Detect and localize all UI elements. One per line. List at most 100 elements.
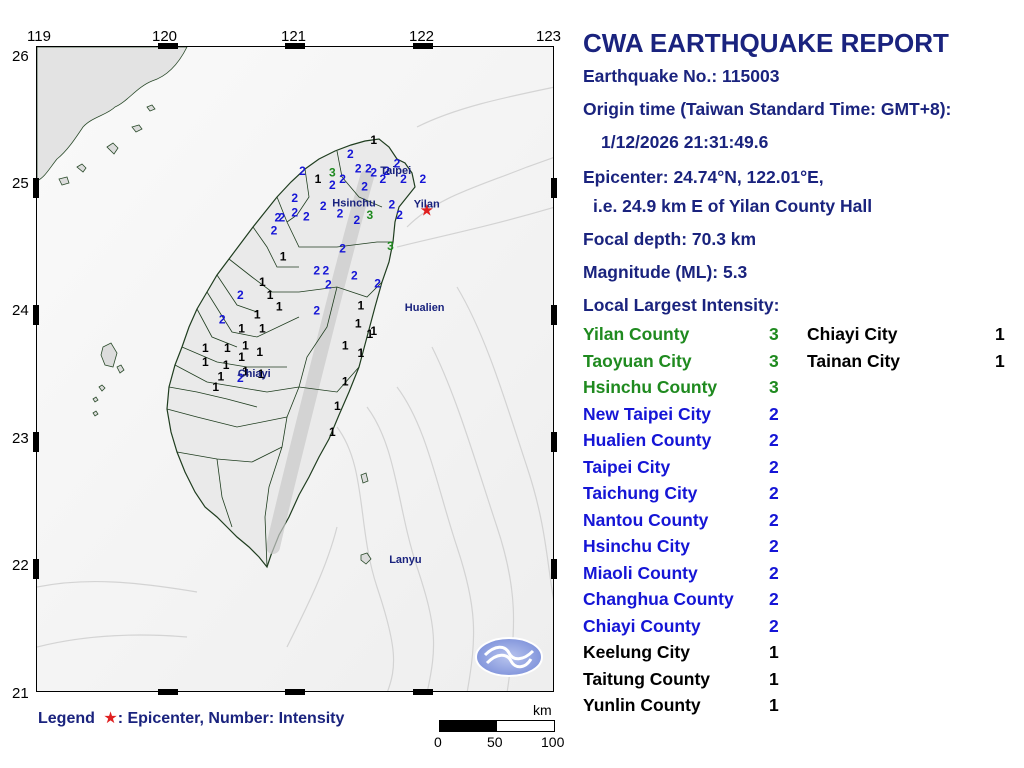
station-intensity-value: 2: [394, 156, 401, 170]
station-intensity-value: 1: [276, 300, 283, 314]
frame-tick-bottom-121: [285, 689, 305, 695]
intensity-region-name: Yunlin County: [583, 695, 701, 715]
station-intensity-value: 1: [202, 341, 209, 355]
station-intensity-value: 1: [342, 339, 349, 353]
station-intensity-value: 1: [342, 375, 349, 389]
station-intensity-value: 1: [242, 364, 249, 378]
station-intensity-value: 1: [202, 355, 209, 369]
station-intensity-value: 2: [278, 211, 285, 225]
station-intensity-value: 2: [396, 208, 403, 222]
lat-tick-22: 22: [12, 557, 29, 574]
station-intensity-value: 2: [383, 164, 390, 178]
lon-tick-121: 121: [281, 28, 307, 45]
place-label-taipei: Taipei: [380, 165, 411, 177]
intensity-region-value: 2: [769, 562, 779, 583]
station-intensity-value: 1: [329, 425, 336, 439]
frame-tick-top-120: [158, 43, 178, 49]
frame-tick-left-mid: [33, 305, 39, 325]
station-intensity-value: 1: [259, 275, 266, 289]
frame-tick-right-mid: [551, 305, 557, 325]
intensity-region-value: 2: [769, 509, 779, 530]
station-intensity-value: 3: [366, 208, 373, 222]
intensity-region-value: 1: [769, 668, 779, 689]
station-intensity-value: 2: [379, 172, 386, 186]
intensity-region-value: 2: [769, 589, 779, 609]
station-intensity-value: 2: [313, 264, 320, 278]
frame-tick-right-low: [551, 432, 557, 452]
intensity-region-value: 2: [769, 403, 779, 424]
cwa-logo-icon: [475, 637, 543, 677]
frame-tick-top-121: [285, 43, 305, 49]
station-intensity-value: 1: [224, 341, 231, 355]
station-intensity-value: 3: [387, 239, 394, 253]
lat-tick-25: 25: [12, 175, 29, 192]
intensity-region-name: Keelung City: [583, 642, 690, 662]
intensity-region-name: Taoyuan City: [583, 350, 692, 371]
intensity-region-name: Chiayi County: [583, 615, 701, 636]
station-intensity-value: 2: [291, 205, 298, 219]
intensity-region-name: Changhua County: [583, 589, 734, 609]
frame-tick-bottom-122: [413, 689, 433, 695]
station-intensity-value: 2: [355, 161, 362, 175]
station-intensity-value: 1: [223, 358, 230, 372]
frame-tick-left-top: [33, 178, 39, 198]
station-intensity-value: 2: [339, 172, 346, 186]
station-intensity-value: 1: [256, 345, 263, 359]
station-intensity-value: 2: [291, 191, 298, 205]
intensity-region-value: 1: [995, 324, 1005, 344]
station-intensity-value: 2: [219, 313, 226, 327]
intensity-region-name: Miaoli County: [583, 562, 698, 583]
origin-time-label: Origin time (Taiwan Standard Time: GMT+8…: [583, 99, 952, 119]
station-intensity-value: 1: [280, 249, 287, 263]
intensity-region-name: Nantou County: [583, 509, 709, 530]
station-intensity-value: 1: [267, 288, 274, 302]
epicenter-description: i.e. 24.9 km E of Yilan County Hall: [593, 196, 873, 216]
legend-label: Legend: [38, 710, 95, 727]
frame-tick-right-bottom: [551, 559, 557, 579]
central-range: [266, 170, 374, 554]
county-boundaries: [166, 150, 393, 568]
intensity-heading: Local Largest Intensity:: [583, 295, 780, 315]
intensity-region-value: 1: [769, 695, 779, 715]
place-labels: Taipei Hsinchu Yilan Hualien Chiayi Lanyu: [238, 165, 445, 566]
scale-label-0: 0: [434, 734, 442, 750]
station-intensity-value: 1: [370, 133, 377, 147]
frame-tick-left-bottom: [33, 559, 39, 579]
legend: Legend ★: Epicenter, Number: Intensity: [38, 708, 344, 728]
place-label-yilan: Yilan: [414, 199, 440, 211]
station-intensity-value: 1: [254, 307, 261, 321]
frame-tick-right-top: [551, 178, 557, 198]
scale-unit: km: [533, 702, 552, 718]
station-intensity-value: 1: [334, 399, 341, 413]
intensity-region-name: Hualien County: [583, 430, 712, 450]
station-intensity-value: 2: [237, 371, 244, 385]
station-intensity-value: 2: [361, 180, 368, 194]
station-intensity-value: 2: [303, 209, 310, 223]
station-intensity-value: 2: [329, 178, 336, 192]
magnitude: Magnitude (ML): 5.3: [583, 262, 748, 282]
lon-tick-120: 120: [152, 28, 178, 45]
station-intensity-value: 2: [388, 198, 395, 212]
lon-tick-122: 122: [409, 28, 435, 45]
frame-tick-bottom-120: [158, 689, 178, 695]
taiwan-island: [166, 138, 416, 569]
intensity-region-name: Taichung City: [583, 483, 698, 503]
intensity-region-name: Taitung County: [583, 668, 711, 689]
intensity-region-value: 2: [769, 483, 779, 503]
station-intensity-value: 2: [337, 207, 344, 221]
station-intensity-value: 1: [258, 367, 265, 381]
scale-label-50: 50: [487, 734, 503, 750]
station-intensity-value: 1: [238, 350, 245, 364]
intensity-region-value: 3: [769, 377, 779, 397]
frame-tick-top-122: [413, 43, 433, 49]
intensity-region-value: 1: [769, 642, 779, 662]
intensity-region-name: Tainan City: [807, 350, 901, 371]
station-intensity-value: 2: [271, 224, 278, 238]
scale-label-100: 100: [541, 734, 565, 750]
epicenter-coords: Epicenter: 24.74°N, 122.01°E,: [583, 167, 824, 187]
intensity-region-value: 2: [769, 456, 779, 477]
earthquake-number: Earthquake No.: 115003: [583, 66, 780, 86]
station-intensity-value: 2: [275, 211, 282, 225]
